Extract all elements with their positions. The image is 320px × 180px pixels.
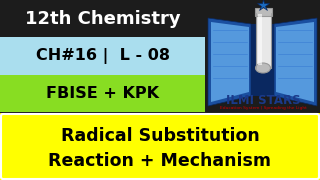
Text: Reaction + Mechanism: Reaction + Mechanism: [49, 152, 271, 170]
Text: ILMI STARS: ILMI STARS: [226, 93, 300, 107]
Polygon shape: [251, 24, 274, 96]
FancyBboxPatch shape: [0, 37, 205, 75]
FancyBboxPatch shape: [255, 13, 270, 68]
FancyBboxPatch shape: [258, 14, 261, 65]
Polygon shape: [276, 22, 314, 102]
FancyBboxPatch shape: [0, 0, 320, 113]
Text: Education System | Spreading the Light: Education System | Spreading the Light: [220, 106, 307, 110]
Text: 12th Chemistry: 12th Chemistry: [25, 10, 181, 28]
Text: FBISE + KPK: FBISE + KPK: [46, 86, 159, 101]
Polygon shape: [211, 22, 249, 102]
Polygon shape: [208, 18, 251, 106]
Polygon shape: [274, 18, 317, 106]
Text: Radical Substitution: Radical Substitution: [60, 127, 260, 145]
Ellipse shape: [255, 63, 270, 73]
FancyBboxPatch shape: [0, 0, 205, 37]
Text: CH#16 |  L - 08: CH#16 | L - 08: [36, 48, 170, 64]
FancyBboxPatch shape: [254, 8, 271, 16]
FancyBboxPatch shape: [0, 75, 205, 112]
FancyBboxPatch shape: [0, 113, 320, 180]
